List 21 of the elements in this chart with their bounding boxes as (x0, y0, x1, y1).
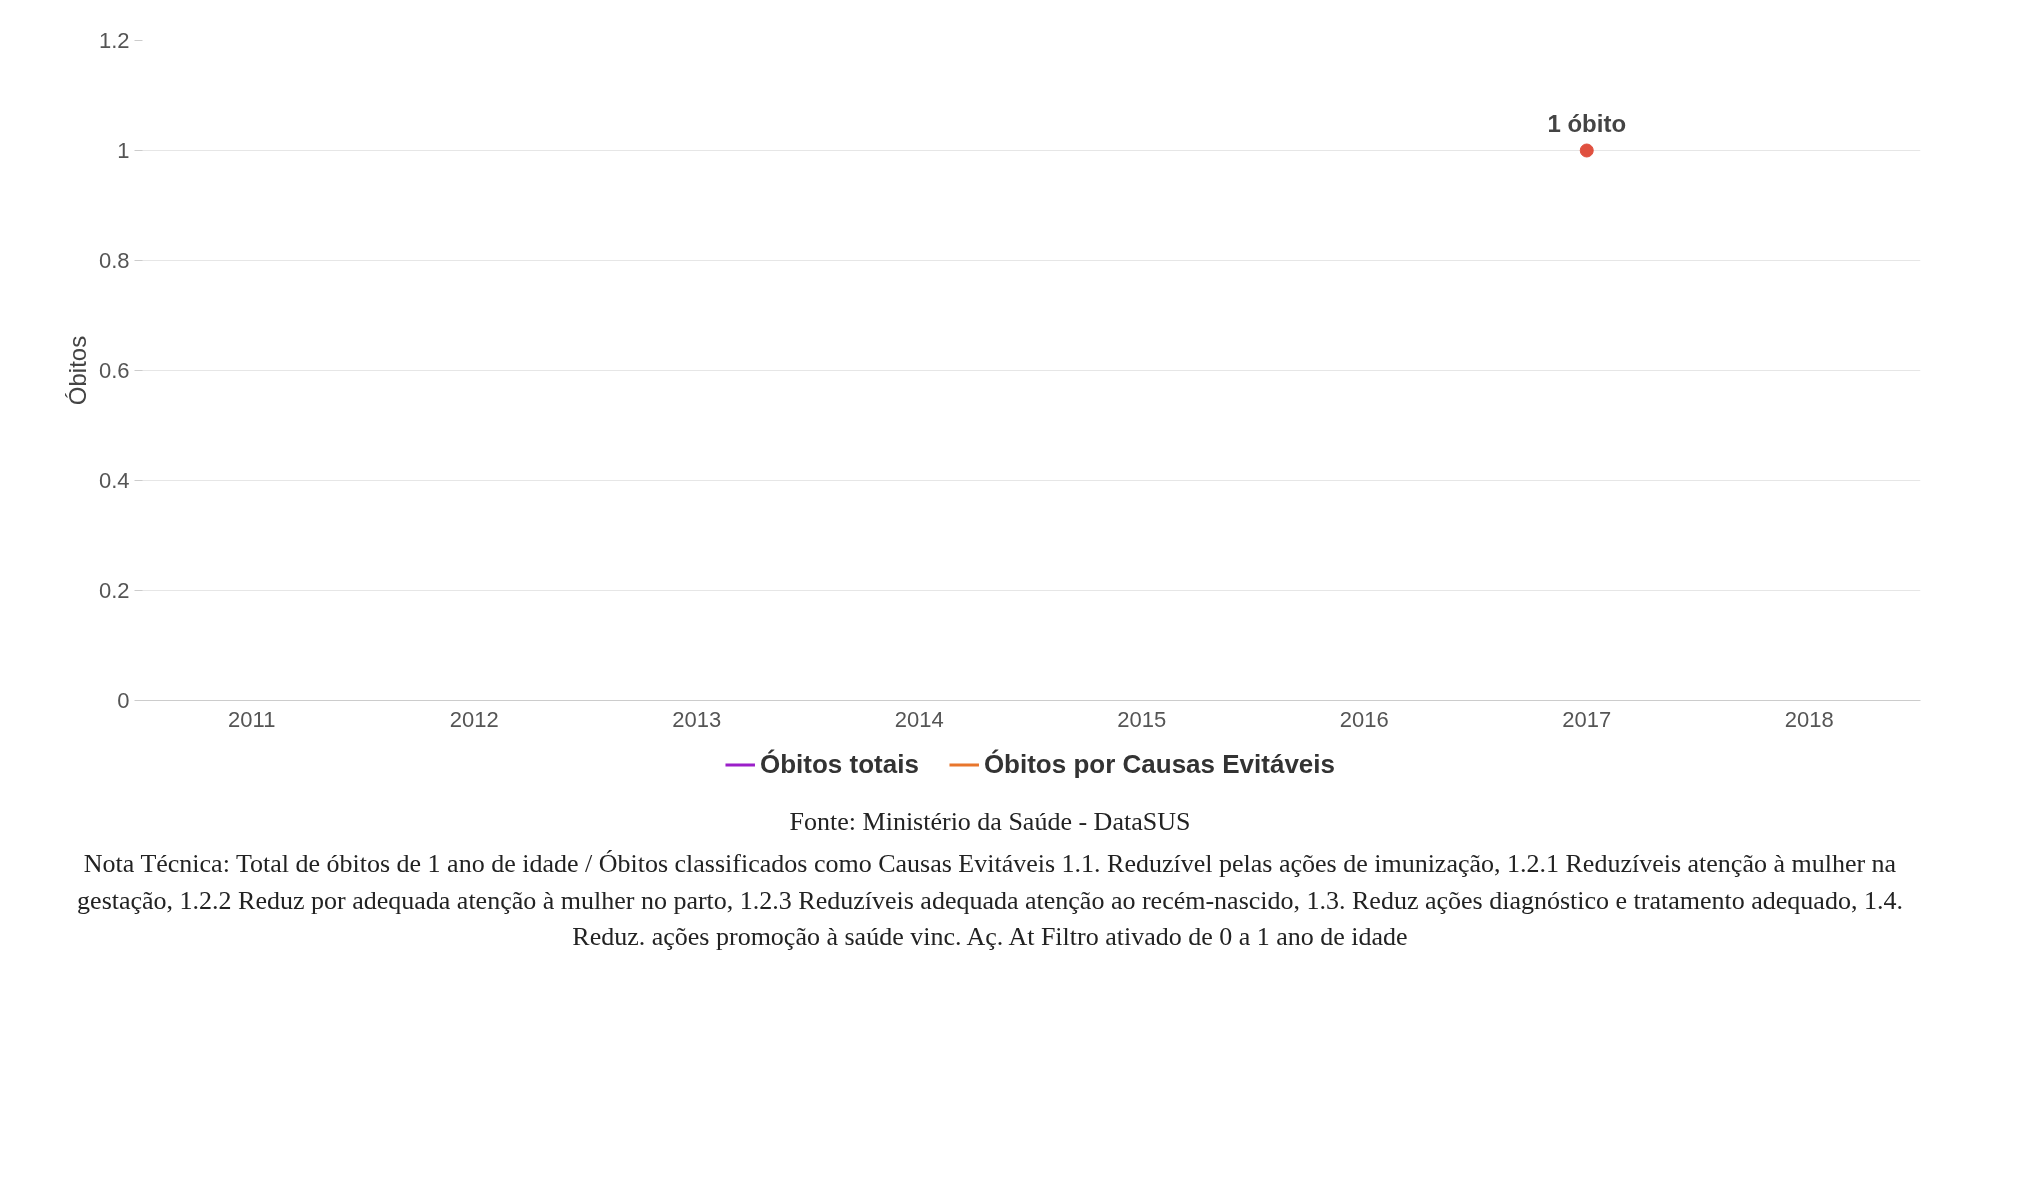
x-tick-label: 2014 (894, 706, 944, 732)
x-tick-label: 2013 (672, 706, 722, 732)
y-tick-label: 1.2 (98, 28, 130, 53)
y-tick-label: 0.4 (98, 468, 130, 493)
y-tick-label: 0.2 (98, 578, 130, 603)
x-tick-label: 2015 (1117, 706, 1167, 732)
annotation: 1 óbito (1547, 109, 1627, 137)
y-tick-label: 1 (117, 138, 130, 163)
y-tick-label: 0 (117, 688, 130, 713)
y-tick-label: 0.6 (98, 358, 130, 383)
x-tick-label: 2016 (1339, 706, 1389, 732)
text: Nota Técnica: Total de óbitos de 1 ano de idade / Óbitos classificados como Causas Evitáveis 1.1. Reduzível pelas ações de imunização, 1.2.1 Reduzíveis atenção à mulher na gestação, 1.2.2 Reduz por adequada atenção à mulher no parto, 1.2.3 Reduzíveis adequada atenção ao recém-nascido, 1.3. Reduz ações diagnóstico e tratamento adequado, 1.4. Reduz. ações promoção à saúde vinc. Aç. At Filtro ativado de 0 a 1 ano de idade (76, 848, 1904, 954)
x-tick-label: 2017 (1562, 706, 1612, 732)
text: Óbitos por Causas Evitáveis (983, 748, 1336, 780)
x-tick-label: 2012 (449, 706, 499, 732)
source-note: Fonte: Ministério da Saúde - DataSUS (788, 806, 1192, 838)
x-tick-label: 2018 (1784, 706, 1834, 732)
y-tick-label: 0.8 (98, 248, 130, 273)
legend-label: Óbitos totais (759, 748, 919, 780)
y-axis-title: Óbitos (63, 335, 91, 406)
x-tick-label: 2011 (228, 706, 276, 732)
